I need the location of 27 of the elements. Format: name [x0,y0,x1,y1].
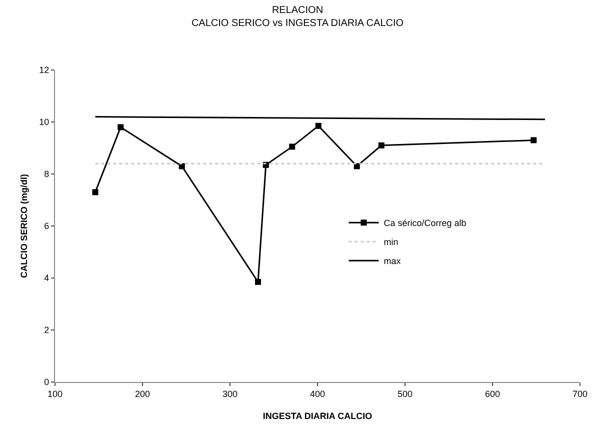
point [255,278,261,285]
x-tick-label: 200 [134,388,150,399]
y-tick-label: 12 [39,65,50,76]
legend-label: Ca sérico/Correg alb [384,218,466,228]
point [289,144,296,150]
legend-label: min [384,237,398,248]
y-tick-label: 6 [44,221,50,232]
x-tick-label: 500 [397,388,413,399]
point [315,122,322,129]
legend-label: max [384,256,402,266]
y-tick-label: 2 [44,325,50,336]
x-tick-label: 300 [222,388,238,399]
chart-title: RELACION CALCIO SERICO vs INGESTA DIARIA CALCIO [191,5,404,30]
point [118,124,124,130]
y-tick-label: 8 [44,169,50,180]
y-tick-label: 0 [44,377,50,388]
y-tick-label: 10 [39,117,50,128]
x-tick-label: 700 [572,388,588,399]
x-tick-label: 400 [310,388,326,399]
y-tick-label: 4 [44,273,50,284]
point [92,189,98,196]
x-tick-label: 100 [47,388,63,399]
x-axis-title: INGESTA DIARIA CALCIO [262,411,372,421]
x-tick-label: 600 [484,388,500,399]
point [378,142,384,148]
y-axis-title: CALCIO SERICO (mg/dl) [19,174,29,278]
point [530,137,537,144]
